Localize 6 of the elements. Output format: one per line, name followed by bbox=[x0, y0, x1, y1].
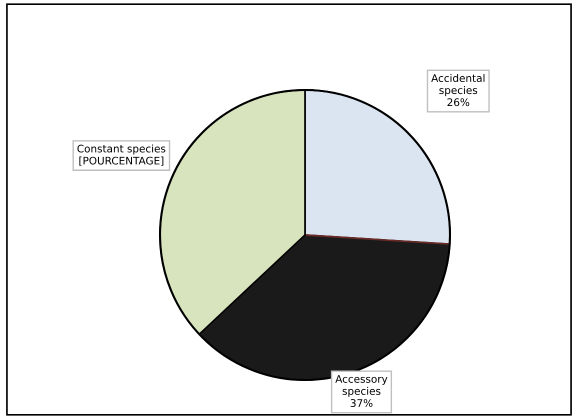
slice-label: Accidental species bbox=[431, 74, 484, 96]
data-label: 26% bbox=[447, 98, 470, 106]
slice-label: Constant species bbox=[77, 144, 166, 155]
data-label: [POURCENTAGE] bbox=[79, 156, 164, 166]
slice-label: Accessory species bbox=[335, 375, 388, 397]
data-label: 37% bbox=[350, 399, 372, 407]
